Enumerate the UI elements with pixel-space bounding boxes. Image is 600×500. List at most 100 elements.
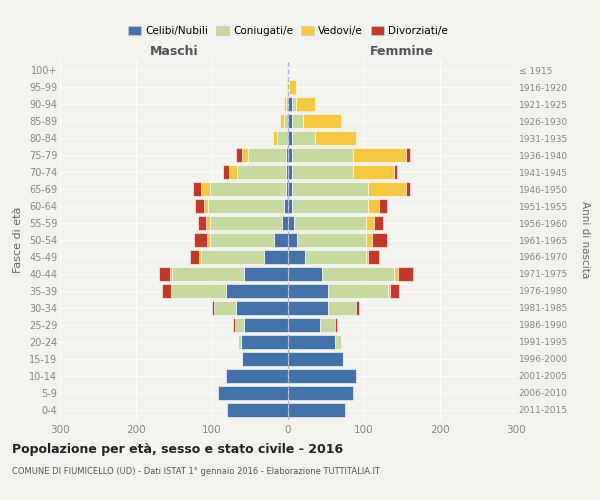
Bar [314,131,356,145]
Bar [322,267,394,281]
Bar [288,182,292,196]
Bar [284,114,288,128]
Bar [226,284,288,298]
Bar [200,182,210,196]
Bar [379,199,387,213]
Bar [371,233,387,247]
Bar [286,80,287,94]
Bar [288,114,292,128]
Bar [162,284,171,298]
Bar [235,318,244,332]
Bar [208,199,284,213]
Bar [286,182,288,196]
Bar [288,284,328,298]
Bar [206,216,210,230]
Bar [286,97,288,111]
Bar [227,403,288,417]
Bar [193,182,200,196]
Bar [368,182,406,196]
Bar [406,148,410,162]
Bar [229,165,237,179]
Bar [365,233,371,247]
Bar [288,97,292,111]
Bar [288,233,297,247]
Bar [208,233,210,247]
Bar [236,148,242,162]
Bar [171,284,226,298]
Bar [274,233,288,247]
Text: Popolazione per età, sesso e stato civile - 2016: Popolazione per età, sesso e stato civil… [12,442,343,456]
Bar [288,301,328,315]
Bar [398,267,413,281]
Bar [288,403,345,417]
Bar [241,335,288,349]
Bar [284,97,286,111]
Text: COMUNE DI FIUMICELLO (UD) - Dati ISTAT 1° gennaio 2016 - Elaborazione TUTTITALIA: COMUNE DI FIUMICELLO (UD) - Dati ISTAT 1… [12,468,380,476]
Bar [292,165,353,179]
Bar [195,199,205,213]
Bar [335,318,337,332]
Bar [366,216,374,230]
Bar [210,216,282,230]
Bar [287,80,288,94]
Bar [210,233,274,247]
Bar [273,131,277,145]
Bar [368,199,379,213]
Bar [238,335,241,349]
Bar [356,301,359,315]
Bar [199,216,206,230]
Bar [286,165,288,179]
Bar [394,165,397,179]
Text: Maschi: Maschi [149,46,199,59]
Bar [288,369,356,383]
Bar [288,318,320,332]
Text: Anni di nascita: Anni di nascita [580,202,590,278]
Bar [320,318,335,332]
Bar [292,148,353,162]
Bar [277,131,288,145]
Bar [394,267,398,281]
Legend: Celibi/Nubili, Coniugati/e, Vedovi/e, Divorziati/e: Celibi/Nubili, Coniugati/e, Vedovi/e, Di… [124,22,452,40]
Bar [305,250,365,264]
Bar [288,386,353,400]
Bar [292,131,314,145]
Bar [282,216,288,230]
Bar [242,148,248,162]
Bar [328,284,388,298]
Bar [223,165,229,179]
Bar [294,216,366,230]
Bar [244,318,288,332]
Bar [288,80,289,94]
Bar [242,352,288,366]
Bar [214,301,236,315]
Bar [194,233,208,247]
Bar [159,267,170,281]
Bar [353,148,406,162]
Bar [244,267,288,281]
Bar [292,114,303,128]
Bar [205,199,208,213]
Bar [303,114,341,128]
Bar [241,352,242,366]
Bar [202,250,263,264]
Bar [374,216,383,230]
Bar [365,250,368,264]
Bar [284,199,288,213]
Y-axis label: Fasce di età: Fasce di età [13,207,23,273]
Bar [390,284,399,298]
Bar [236,301,288,315]
Bar [286,148,288,162]
Bar [288,148,292,162]
Bar [368,250,379,264]
Bar [292,97,296,111]
Bar [297,233,365,247]
Bar [172,267,244,281]
Text: Femmine: Femmine [370,46,434,59]
Bar [353,165,394,179]
Bar [343,352,344,366]
Bar [388,284,390,298]
Bar [248,148,286,162]
Bar [288,250,305,264]
Bar [212,301,214,315]
Bar [292,199,368,213]
